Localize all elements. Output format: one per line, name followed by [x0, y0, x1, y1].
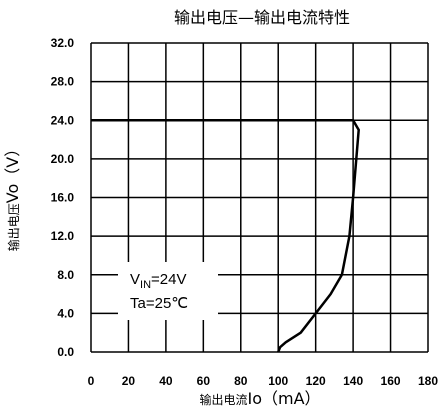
x-tick-label: 140	[343, 374, 363, 388]
chart-title: 输出电压—输出电流特性	[174, 8, 350, 27]
x-axis-label: 输出电流Io（mA）	[199, 389, 320, 408]
annotation-vin-main: V	[130, 271, 140, 288]
y-tick-label: 24.0	[51, 113, 75, 127]
y-tick-label: 12.0	[51, 229, 75, 243]
x-tick-label: 60	[197, 374, 211, 388]
annotation-background	[118, 262, 218, 320]
y-axis-label-prefix: 输出电压	[6, 203, 21, 251]
annotation-box: VIN=24V Ta=25℃	[118, 262, 218, 320]
y-tick-label: 20.0	[51, 152, 75, 166]
y-tick-label: 32.0	[51, 36, 75, 50]
y-tick-label: 0.0	[57, 345, 74, 359]
x-axis-label-main: Io（mA）	[247, 389, 320, 408]
y-axis-label: 输出电压Vo（V）	[3, 141, 22, 251]
x-axis-label-prefix: 输出电流	[199, 392, 247, 407]
series-line	[91, 119, 360, 353]
x-tick-label: 120	[306, 374, 326, 388]
y-tick-labels: 0.0 4.0 8.0 12.0 16.0 20.0 24.0 28.0 32.0	[51, 36, 75, 359]
x-tick-labels: 0 20 40 60 80 100 120 140 160 180	[88, 374, 439, 388]
x-tick-label: 40	[159, 374, 173, 388]
annotation-ta: Ta=25℃	[130, 295, 188, 312]
y-tick-label: 4.0	[57, 306, 74, 320]
y-tick-label: 28.0	[51, 75, 75, 89]
y-tick-label: 8.0	[57, 268, 74, 282]
x-tick-label: 0	[88, 374, 95, 388]
x-tick-label: 20	[122, 374, 136, 388]
annotation-vin-rest: =24V	[151, 271, 186, 288]
x-tick-label: 180	[418, 374, 438, 388]
y-tick-label: 16.0	[51, 191, 75, 205]
annotation-vin: VIN=24V	[130, 271, 186, 291]
annotation-vin-sub: IN	[140, 279, 151, 291]
x-tick-label: 100	[268, 374, 288, 388]
x-tick-label: 80	[234, 374, 248, 388]
x-tick-label: 160	[381, 374, 401, 388]
y-axis-label-main: Vo（V）	[3, 141, 22, 203]
